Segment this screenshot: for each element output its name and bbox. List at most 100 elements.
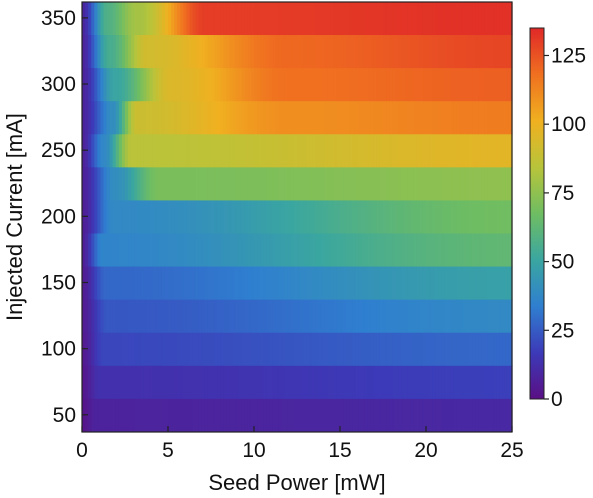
heatmap-cell xyxy=(444,299,449,333)
heatmap-cell xyxy=(115,67,120,102)
heatmap-cell xyxy=(469,199,473,234)
heatmap-cell xyxy=(94,365,98,399)
heatmap-cell xyxy=(505,365,510,399)
heatmap-cell xyxy=(472,265,476,300)
heatmap-cell xyxy=(97,100,102,135)
heatmap-cell xyxy=(207,166,212,201)
heatmap-cell xyxy=(186,67,191,102)
colorbar-tick-label: 50 xyxy=(551,251,574,274)
heatmap-cell xyxy=(290,34,295,69)
heatmap-cell xyxy=(125,232,129,267)
heatmap-cell xyxy=(275,398,280,432)
heatmap-cell xyxy=(134,365,138,399)
heatmap-cell xyxy=(499,398,504,432)
heatmap-cell xyxy=(192,398,197,432)
heatmap-cell xyxy=(171,332,175,366)
heatmap-cell xyxy=(413,398,418,432)
heatmap-cell xyxy=(453,299,458,333)
heatmap-cell xyxy=(257,265,261,300)
heatmap-cell xyxy=(324,100,329,135)
heatmap-cell xyxy=(361,232,366,267)
heatmap-cell xyxy=(481,67,485,102)
heatmap-cell xyxy=(290,2,295,36)
heatmap-cell xyxy=(174,332,178,366)
heatmap-cell xyxy=(121,232,126,267)
heatmap-cell xyxy=(404,2,409,36)
y-tick-label: 50 xyxy=(53,404,76,427)
heatmap-cell xyxy=(312,398,317,432)
heatmap-cell xyxy=(370,365,375,399)
heatmap-cell xyxy=(201,199,206,234)
heatmap-cell xyxy=(192,365,197,399)
heatmap-cell xyxy=(459,398,464,432)
heatmap-cell xyxy=(336,199,341,234)
heatmap-cell xyxy=(376,332,381,366)
heatmap-cell xyxy=(238,166,243,201)
heatmap-cell xyxy=(223,100,227,135)
heatmap-cell xyxy=(171,100,175,135)
heatmap-cell xyxy=(158,133,163,168)
heatmap-cell xyxy=(155,365,160,399)
heatmap-cell xyxy=(91,133,95,168)
heatmap-cell xyxy=(195,232,200,267)
heatmap-cell xyxy=(106,365,111,399)
heatmap-cell xyxy=(97,34,102,69)
heatmap-cell xyxy=(493,332,498,366)
heatmap-cell xyxy=(450,199,455,234)
heatmap-cell xyxy=(244,232,249,267)
heatmap-cell xyxy=(232,2,237,36)
heatmap-cell xyxy=(91,398,95,432)
heatmap-cell xyxy=(155,100,160,135)
heatmap-cell xyxy=(330,199,335,234)
heatmap-cell xyxy=(426,100,430,135)
heatmap-cell xyxy=(401,265,406,300)
heatmap-cell xyxy=(370,34,375,69)
heatmap-cell xyxy=(220,265,224,300)
heatmap-cell xyxy=(112,199,117,234)
heatmap-cell xyxy=(217,332,221,366)
heatmap-cell xyxy=(499,232,504,267)
heatmap-cell xyxy=(244,365,249,399)
heatmap-cell xyxy=(343,232,347,267)
heatmap-cell xyxy=(134,299,138,333)
heatmap-cell xyxy=(450,265,455,300)
heatmap-cell xyxy=(223,332,227,366)
heatmap-cell xyxy=(395,199,399,234)
heatmap-cell xyxy=(358,100,363,135)
heatmap-cell xyxy=(247,166,252,201)
heatmap-cell xyxy=(180,166,184,201)
heatmap-cell xyxy=(293,199,298,234)
heatmap-cell xyxy=(82,34,86,69)
heatmap-cell xyxy=(214,100,218,135)
heatmap-cell xyxy=(392,332,396,366)
heatmap-cell xyxy=(284,265,289,300)
heatmap-cell xyxy=(429,34,433,69)
heatmap-cell xyxy=(426,166,430,201)
heatmap-cell xyxy=(367,34,372,69)
heatmap-cell xyxy=(419,199,424,234)
heatmap-cell xyxy=(481,133,485,168)
heatmap-cell xyxy=(201,232,206,267)
heatmap-cell xyxy=(266,34,270,69)
heatmap-cell xyxy=(94,166,98,201)
heatmap-cell xyxy=(195,67,200,102)
heatmap-cell xyxy=(266,133,270,168)
heatmap-cell xyxy=(158,398,163,432)
heatmap-cell xyxy=(300,398,304,432)
heatmap-cell xyxy=(244,133,249,168)
heatmap-cell xyxy=(300,67,304,102)
heatmap-cell xyxy=(192,34,197,69)
heatmap-cell xyxy=(419,133,424,168)
heatmap-cell xyxy=(284,166,289,201)
heatmap-cell xyxy=(171,2,175,36)
heatmap-cell xyxy=(263,265,267,300)
heatmap-cell xyxy=(472,2,476,36)
heatmap-cell xyxy=(214,365,218,399)
heatmap-cell xyxy=(275,133,280,168)
heatmap-cell xyxy=(370,166,375,201)
heatmap-cell xyxy=(370,199,375,234)
heatmap-cell xyxy=(287,67,292,102)
heatmap-cell xyxy=(441,166,446,201)
heatmap-cell xyxy=(155,166,160,201)
heatmap-cell xyxy=(106,34,111,69)
